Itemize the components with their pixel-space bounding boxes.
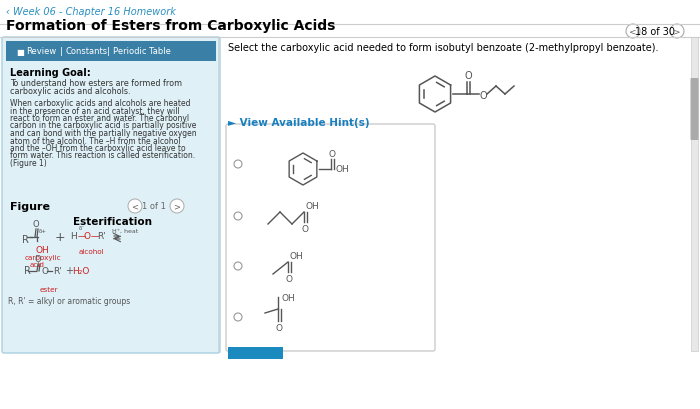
Text: —: —: [78, 231, 86, 240]
Text: form water. This reaction is called esterification.: form water. This reaction is called este…: [10, 151, 195, 160]
FancyBboxPatch shape: [228, 347, 283, 359]
Text: H₂O: H₂O: [72, 266, 90, 275]
Text: atom of the alcohol. The –H from the alcohol: atom of the alcohol. The –H from the alc…: [10, 136, 181, 145]
Text: H⁺, heat: H⁺, heat: [112, 229, 139, 234]
Text: O: O: [464, 71, 472, 81]
Text: —: —: [91, 231, 99, 240]
Circle shape: [234, 262, 242, 270]
FancyBboxPatch shape: [6, 42, 216, 62]
Text: and can bond with the partially negative oxygen: and can bond with the partially negative…: [10, 129, 197, 138]
Circle shape: [128, 200, 142, 213]
FancyBboxPatch shape: [690, 79, 699, 141]
Text: O: O: [302, 225, 309, 234]
Text: >: >: [673, 27, 681, 36]
Text: 1 of 1: 1 of 1: [142, 202, 166, 211]
FancyBboxPatch shape: [226, 125, 435, 351]
Text: O: O: [276, 323, 283, 332]
Text: R': R': [97, 231, 106, 240]
Text: <: <: [132, 202, 139, 211]
Text: >: >: [174, 202, 181, 211]
Text: Figure: Figure: [10, 202, 50, 211]
Text: Formation of Esters from Carboxylic Acids: Formation of Esters from Carboxylic Acid…: [6, 19, 335, 33]
Circle shape: [234, 213, 242, 220]
Text: OH: OH: [306, 202, 320, 211]
Text: and the –OH from the carboxylic acid leave to: and the –OH from the carboxylic acid lea…: [10, 144, 186, 153]
Text: ► View Available Hint(s): ► View Available Hint(s): [228, 118, 370, 128]
Text: O: O: [328, 150, 335, 159]
Text: ■: ■: [16, 47, 24, 56]
FancyBboxPatch shape: [2, 38, 220, 353]
Text: OH: OH: [290, 252, 304, 261]
Text: +: +: [65, 265, 73, 275]
Circle shape: [170, 200, 184, 213]
Text: R: R: [22, 234, 29, 245]
Text: O: O: [35, 254, 41, 263]
Text: Periodic Table: Periodic Table: [113, 47, 171, 56]
Text: Select the carboxylic acid needed to form isobutyl benzoate (2-methylpropyl benz: Select the carboxylic acid needed to for…: [228, 43, 659, 53]
Text: OH: OH: [281, 294, 295, 303]
Text: Constants: Constants: [66, 47, 108, 56]
Text: Learning Goal:: Learning Goal:: [10, 68, 91, 78]
Text: in the presence of an acid catalyst, they will: in the presence of an acid catalyst, the…: [10, 106, 180, 115]
Text: O: O: [42, 266, 49, 275]
Circle shape: [670, 25, 684, 39]
Text: |: |: [60, 47, 63, 56]
Text: O: O: [286, 274, 293, 283]
Text: R: R: [24, 265, 31, 275]
Text: O: O: [33, 220, 39, 229]
Text: +: +: [55, 231, 65, 244]
Text: |: |: [107, 47, 110, 56]
Text: δ+: δ+: [39, 229, 47, 234]
FancyBboxPatch shape: [691, 38, 698, 351]
Text: acid: acid: [30, 261, 45, 267]
Text: OH: OH: [36, 245, 50, 254]
Circle shape: [234, 313, 242, 321]
Text: 18 of 30: 18 of 30: [635, 27, 675, 37]
Text: carboxylic acids and alcohols.: carboxylic acids and alcohols.: [10, 87, 130, 96]
Text: When carboxylic acids and alcohols are heated: When carboxylic acids and alcohols are h…: [10, 99, 190, 108]
Circle shape: [234, 161, 242, 169]
Text: (Figure 1): (Figure 1): [10, 159, 47, 168]
Text: OH: OH: [336, 164, 350, 173]
Text: react to form an ester and water. The carbonyl: react to form an ester and water. The ca…: [10, 114, 189, 123]
Text: O: O: [480, 91, 488, 101]
Text: Review: Review: [26, 47, 56, 56]
Text: ‹ Week 06 - Chapter 16 Homework: ‹ Week 06 - Chapter 16 Homework: [6, 7, 176, 17]
Text: δ⁻: δ⁻: [79, 225, 85, 230]
Text: R': R': [53, 266, 62, 275]
Text: H: H: [70, 231, 77, 240]
Circle shape: [626, 25, 640, 39]
Text: carbon in the carboxylic acid is partially positive: carbon in the carboxylic acid is partial…: [10, 121, 197, 130]
Text: <: <: [629, 27, 637, 36]
Text: To understand how esters are formed from: To understand how esters are formed from: [10, 79, 182, 88]
Text: ester: ester: [40, 286, 59, 292]
Text: O: O: [84, 231, 91, 240]
Text: Esterification: Esterification: [73, 216, 151, 227]
Text: R, R' = alkyl or aromatic groups: R, R' = alkyl or aromatic groups: [8, 296, 130, 305]
Text: carboxylic: carboxylic: [25, 254, 62, 261]
Text: alcohol: alcohol: [79, 248, 104, 254]
